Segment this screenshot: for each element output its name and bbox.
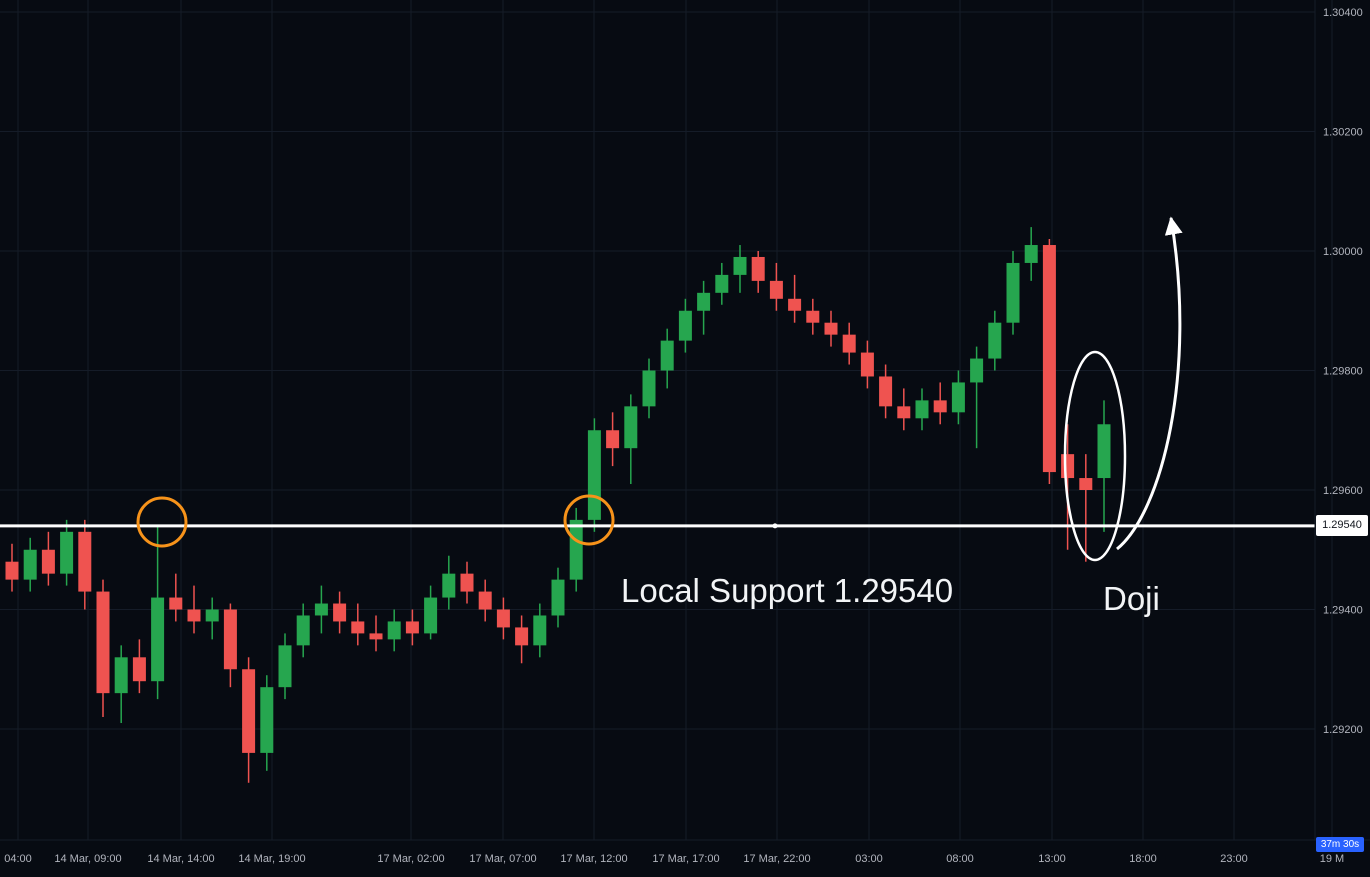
support-line-price-axis-label: 1.29540 — [1316, 515, 1368, 536]
local-support-annotation[interactable]: Local Support 1.29540 — [621, 572, 954, 609]
support-line-handle[interactable] — [772, 523, 778, 529]
candle — [806, 298, 820, 335]
price-axis-label[interactable]: 1.30400 — [1323, 7, 1363, 19]
price-axis[interactable]: 1.30400 1.30200 1.30000 1.29800 1.29600 1.294… — [1314, 0, 1363, 840]
time-axis[interactable]: 04:00 14 Mar, 09:00 14 Mar, 14:00 14 Mar, 1… — [0, 839, 1370, 865]
candle — [351, 603, 365, 646]
candle — [951, 370, 965, 425]
candle — [1024, 227, 1038, 281]
candle — [41, 531, 55, 586]
time-axis-label[interactable]: 08:00 — [946, 853, 974, 865]
candle — [460, 561, 474, 604]
up-arrow[interactable] — [1116, 216, 1183, 551]
time-axis-label[interactable]: 03:00 — [855, 853, 883, 865]
price-axis-label[interactable]: 1.30000 — [1323, 246, 1363, 258]
candle — [478, 579, 492, 622]
doji-annotation[interactable]: Doji — [1103, 580, 1160, 617]
time-axis-label[interactable]: 17 Mar, 17:00 — [652, 853, 719, 865]
candle — [970, 346, 984, 449]
candle — [5, 543, 19, 592]
candle — [114, 645, 128, 724]
time-axis-label[interactable]: 17 Mar, 12:00 — [560, 853, 627, 865]
time-axis-label[interactable]: 19 M — [1320, 853, 1344, 865]
support-touch-circle[interactable] — [136, 496, 188, 548]
candle — [751, 251, 765, 293]
price-axis-label[interactable]: 1.30200 — [1323, 127, 1363, 139]
price-axis-label[interactable]: 1.29400 — [1323, 605, 1363, 617]
candle — [296, 603, 310, 658]
time-axis-label[interactable]: 23:00 — [1220, 853, 1248, 865]
candle — [278, 633, 292, 700]
candle — [515, 615, 529, 664]
candle — [551, 567, 565, 628]
candle — [824, 310, 838, 347]
candle — [1097, 400, 1111, 532]
candle — [988, 310, 1002, 371]
candle — [496, 597, 510, 640]
candle — [788, 274, 802, 323]
candle — [842, 322, 856, 365]
price-axis-label[interactable]: 1.29200 — [1323, 724, 1363, 736]
price-axis-label[interactable]: 1.29600 — [1323, 485, 1363, 497]
candle — [733, 245, 747, 293]
candle — [1006, 251, 1020, 335]
candle — [223, 603, 237, 688]
time-axis-label[interactable]: 18:00 — [1129, 853, 1157, 865]
candle — [697, 280, 711, 335]
candle — [23, 537, 37, 592]
candle — [624, 394, 638, 485]
candle — [387, 609, 401, 652]
candle — [169, 573, 183, 622]
candle — [897, 388, 911, 431]
candle — [187, 585, 201, 634]
candle — [769, 262, 783, 311]
candle — [678, 298, 692, 353]
time-axis-label[interactable]: 17 Mar, 22:00 — [743, 853, 810, 865]
candle — [242, 657, 256, 783]
candle — [405, 609, 419, 646]
time-axis-label[interactable]: 13:00 — [1038, 853, 1066, 865]
candle — [314, 585, 328, 634]
candle — [715, 262, 729, 305]
candle — [96, 579, 110, 718]
candle — [424, 585, 438, 640]
time-axis-label[interactable]: 17 Mar, 02:00 — [377, 853, 444, 865]
candle — [533, 603, 547, 658]
candle — [860, 340, 874, 389]
candle — [587, 418, 601, 532]
candle — [1061, 424, 1075, 550]
candle — [205, 597, 219, 640]
candle — [660, 328, 674, 389]
candle — [879, 364, 893, 419]
doji-ellipse[interactable] — [1063, 350, 1127, 562]
candle — [569, 507, 583, 592]
candle — [642, 358, 656, 419]
candle — [1079, 454, 1093, 562]
grid-layer — [0, 0, 1333, 840]
candle — [60, 519, 74, 586]
candle — [606, 412, 620, 467]
candle — [1042, 239, 1056, 485]
candle — [151, 525, 165, 700]
candle — [915, 388, 929, 431]
candle — [260, 675, 274, 771]
candle — [132, 639, 146, 694]
candle — [933, 382, 947, 425]
candle — [333, 591, 347, 634]
candle — [78, 519, 92, 610]
candle — [442, 555, 456, 610]
time-axis-label[interactable]: 14 Mar, 19:00 — [238, 853, 305, 865]
time-axis-label[interactable]: 14 Mar, 14:00 — [147, 853, 214, 865]
time-axis-label[interactable]: 04:00 — [4, 853, 32, 865]
time-axis-label[interactable]: 14 Mar, 09:00 — [54, 853, 121, 865]
support-touch-circle[interactable] — [563, 494, 615, 546]
time-axis-label[interactable]: 17 Mar, 07:00 — [469, 853, 536, 865]
candle — [369, 615, 383, 652]
candles-layer — [5, 227, 1111, 783]
bar-countdown-badge: 37m 30s — [1316, 837, 1364, 852]
price-axis-label[interactable]: 1.29800 — [1323, 366, 1363, 378]
